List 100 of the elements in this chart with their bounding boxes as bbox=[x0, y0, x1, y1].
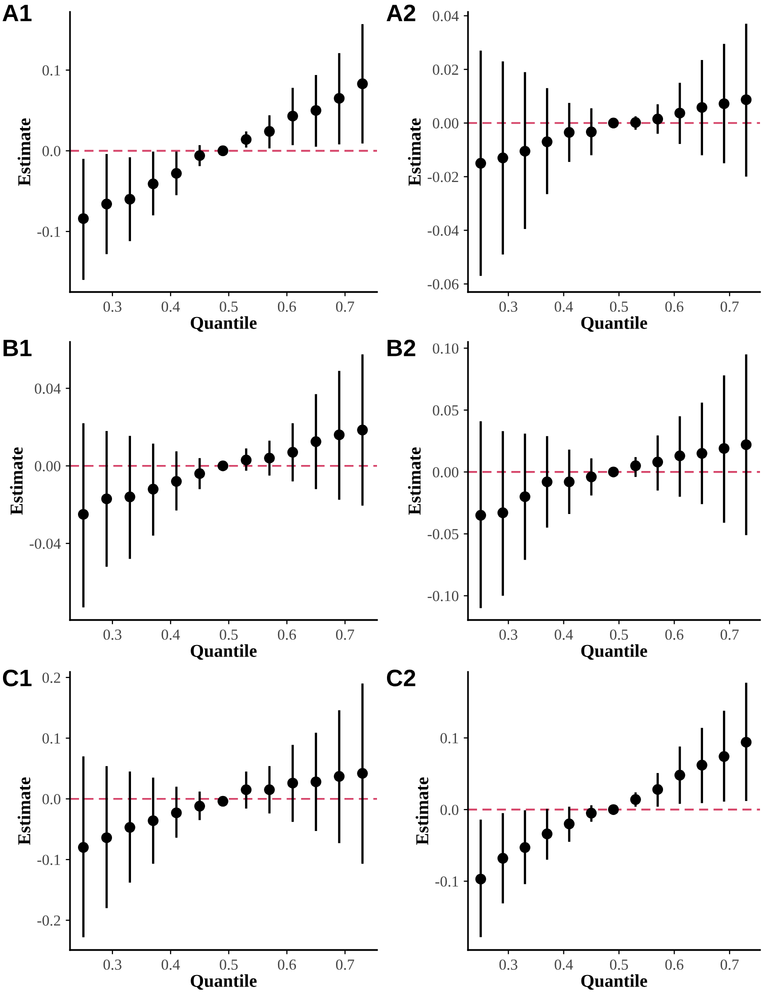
point bbox=[194, 800, 206, 812]
x-tick-label: 0.7 bbox=[720, 301, 739, 312]
point bbox=[124, 194, 136, 205]
y-tick-label: 0.05 bbox=[432, 405, 458, 416]
x-tick-label: 0.4 bbox=[162, 301, 180, 312]
point bbox=[194, 150, 206, 162]
chart-title: B1 bbox=[4, 340, 32, 356]
x-tick-label: 0.6 bbox=[278, 959, 296, 970]
y-tick-label: 0.00 bbox=[432, 118, 458, 129]
x-tick-label: 0.6 bbox=[278, 301, 296, 312]
x-tick-label: 0.5 bbox=[610, 629, 628, 640]
y-tick-label: 0.02 bbox=[432, 64, 458, 75]
point bbox=[542, 828, 552, 840]
y-tick-label: 0.00 bbox=[432, 467, 458, 478]
point bbox=[475, 874, 486, 884]
point bbox=[124, 822, 136, 833]
y-tick-label: -0.04 bbox=[428, 225, 459, 236]
y-tick-label: -0.05 bbox=[428, 528, 458, 540]
x-tick-label: 0.6 bbox=[278, 629, 296, 640]
point bbox=[520, 842, 530, 853]
y-tick-label: -0.04 bbox=[30, 538, 61, 549]
y-tick-label: -0.1 bbox=[37, 854, 60, 866]
point bbox=[542, 136, 552, 148]
point bbox=[101, 198, 112, 210]
point bbox=[586, 126, 597, 138]
y-tick-label: 0.04 bbox=[432, 10, 459, 22]
x-tick-label: 0.4 bbox=[554, 629, 573, 640]
point bbox=[630, 794, 641, 805]
point bbox=[78, 508, 89, 520]
point bbox=[564, 476, 575, 488]
point bbox=[608, 804, 619, 815]
y-axis-title: Estimate bbox=[18, 118, 30, 186]
x-axis-title: Quantile bbox=[190, 644, 257, 660]
y-axis-title: Estimate bbox=[10, 447, 23, 515]
point bbox=[740, 736, 752, 748]
point bbox=[334, 771, 345, 782]
point bbox=[696, 102, 708, 113]
point bbox=[740, 439, 752, 450]
x-tick-label: 0.3 bbox=[103, 629, 122, 640]
point bbox=[674, 108, 686, 118]
point bbox=[171, 168, 182, 179]
x-tick-label: 0.6 bbox=[665, 629, 684, 640]
point bbox=[497, 852, 508, 864]
y-tick-label: 0.10 bbox=[432, 343, 458, 354]
point bbox=[652, 456, 664, 468]
y-axis-title: Estimate bbox=[416, 777, 428, 845]
y-tick-label: -0.06 bbox=[428, 279, 459, 290]
point bbox=[357, 78, 368, 90]
x-tick-label: 0.5 bbox=[220, 301, 238, 312]
point bbox=[564, 818, 575, 830]
point bbox=[630, 117, 641, 128]
point bbox=[218, 460, 228, 472]
point bbox=[608, 466, 619, 478]
y-tick-label: 0.2 bbox=[42, 672, 60, 683]
point bbox=[287, 778, 298, 788]
point bbox=[78, 213, 89, 224]
x-tick-label: 0.3 bbox=[103, 301, 122, 312]
point bbox=[310, 105, 322, 116]
point bbox=[218, 796, 228, 807]
point bbox=[696, 760, 708, 771]
point bbox=[630, 460, 641, 472]
chart-title: A1 bbox=[2, 4, 32, 22]
x-tick-label: 0.7 bbox=[336, 959, 354, 970]
point bbox=[520, 491, 530, 502]
point bbox=[718, 443, 730, 454]
x-tick-label: 0.4 bbox=[554, 301, 573, 312]
point bbox=[497, 507, 508, 518]
x-tick-label: 0.6 bbox=[665, 301, 684, 312]
point bbox=[148, 178, 159, 190]
x-axis-title: Quantile bbox=[581, 644, 648, 660]
x-axis-title: Quantile bbox=[581, 316, 648, 332]
point bbox=[287, 446, 298, 458]
point bbox=[101, 493, 112, 504]
point bbox=[218, 145, 228, 156]
x-tick-label: 0.3 bbox=[499, 959, 518, 970]
point bbox=[240, 454, 252, 466]
y-tick-label: 0.04 bbox=[34, 383, 61, 394]
point bbox=[240, 784, 252, 796]
point bbox=[357, 768, 368, 779]
point bbox=[264, 452, 275, 464]
chart-title: B2 bbox=[388, 340, 416, 356]
point bbox=[264, 126, 275, 137]
point bbox=[542, 476, 552, 488]
y-axis-title: Estimate bbox=[408, 447, 421, 515]
x-tick-label: 0.5 bbox=[610, 301, 628, 312]
y-tick-label: 0.1 bbox=[440, 733, 458, 744]
point bbox=[652, 114, 664, 124]
point bbox=[264, 784, 275, 796]
y-tick-label: 0.0 bbox=[440, 804, 458, 816]
y-axis-title: Estimate bbox=[408, 118, 421, 186]
y-tick-label: 0.1 bbox=[42, 733, 60, 744]
x-tick-label: 0.7 bbox=[720, 959, 739, 970]
point bbox=[608, 118, 619, 128]
point bbox=[652, 784, 664, 795]
x-tick-label: 0.3 bbox=[103, 959, 122, 970]
point bbox=[475, 158, 486, 169]
y-tick-label: -0.1 bbox=[435, 876, 458, 887]
point bbox=[171, 807, 182, 818]
y-tick-label: 0.1 bbox=[42, 65, 60, 76]
point bbox=[124, 492, 136, 502]
